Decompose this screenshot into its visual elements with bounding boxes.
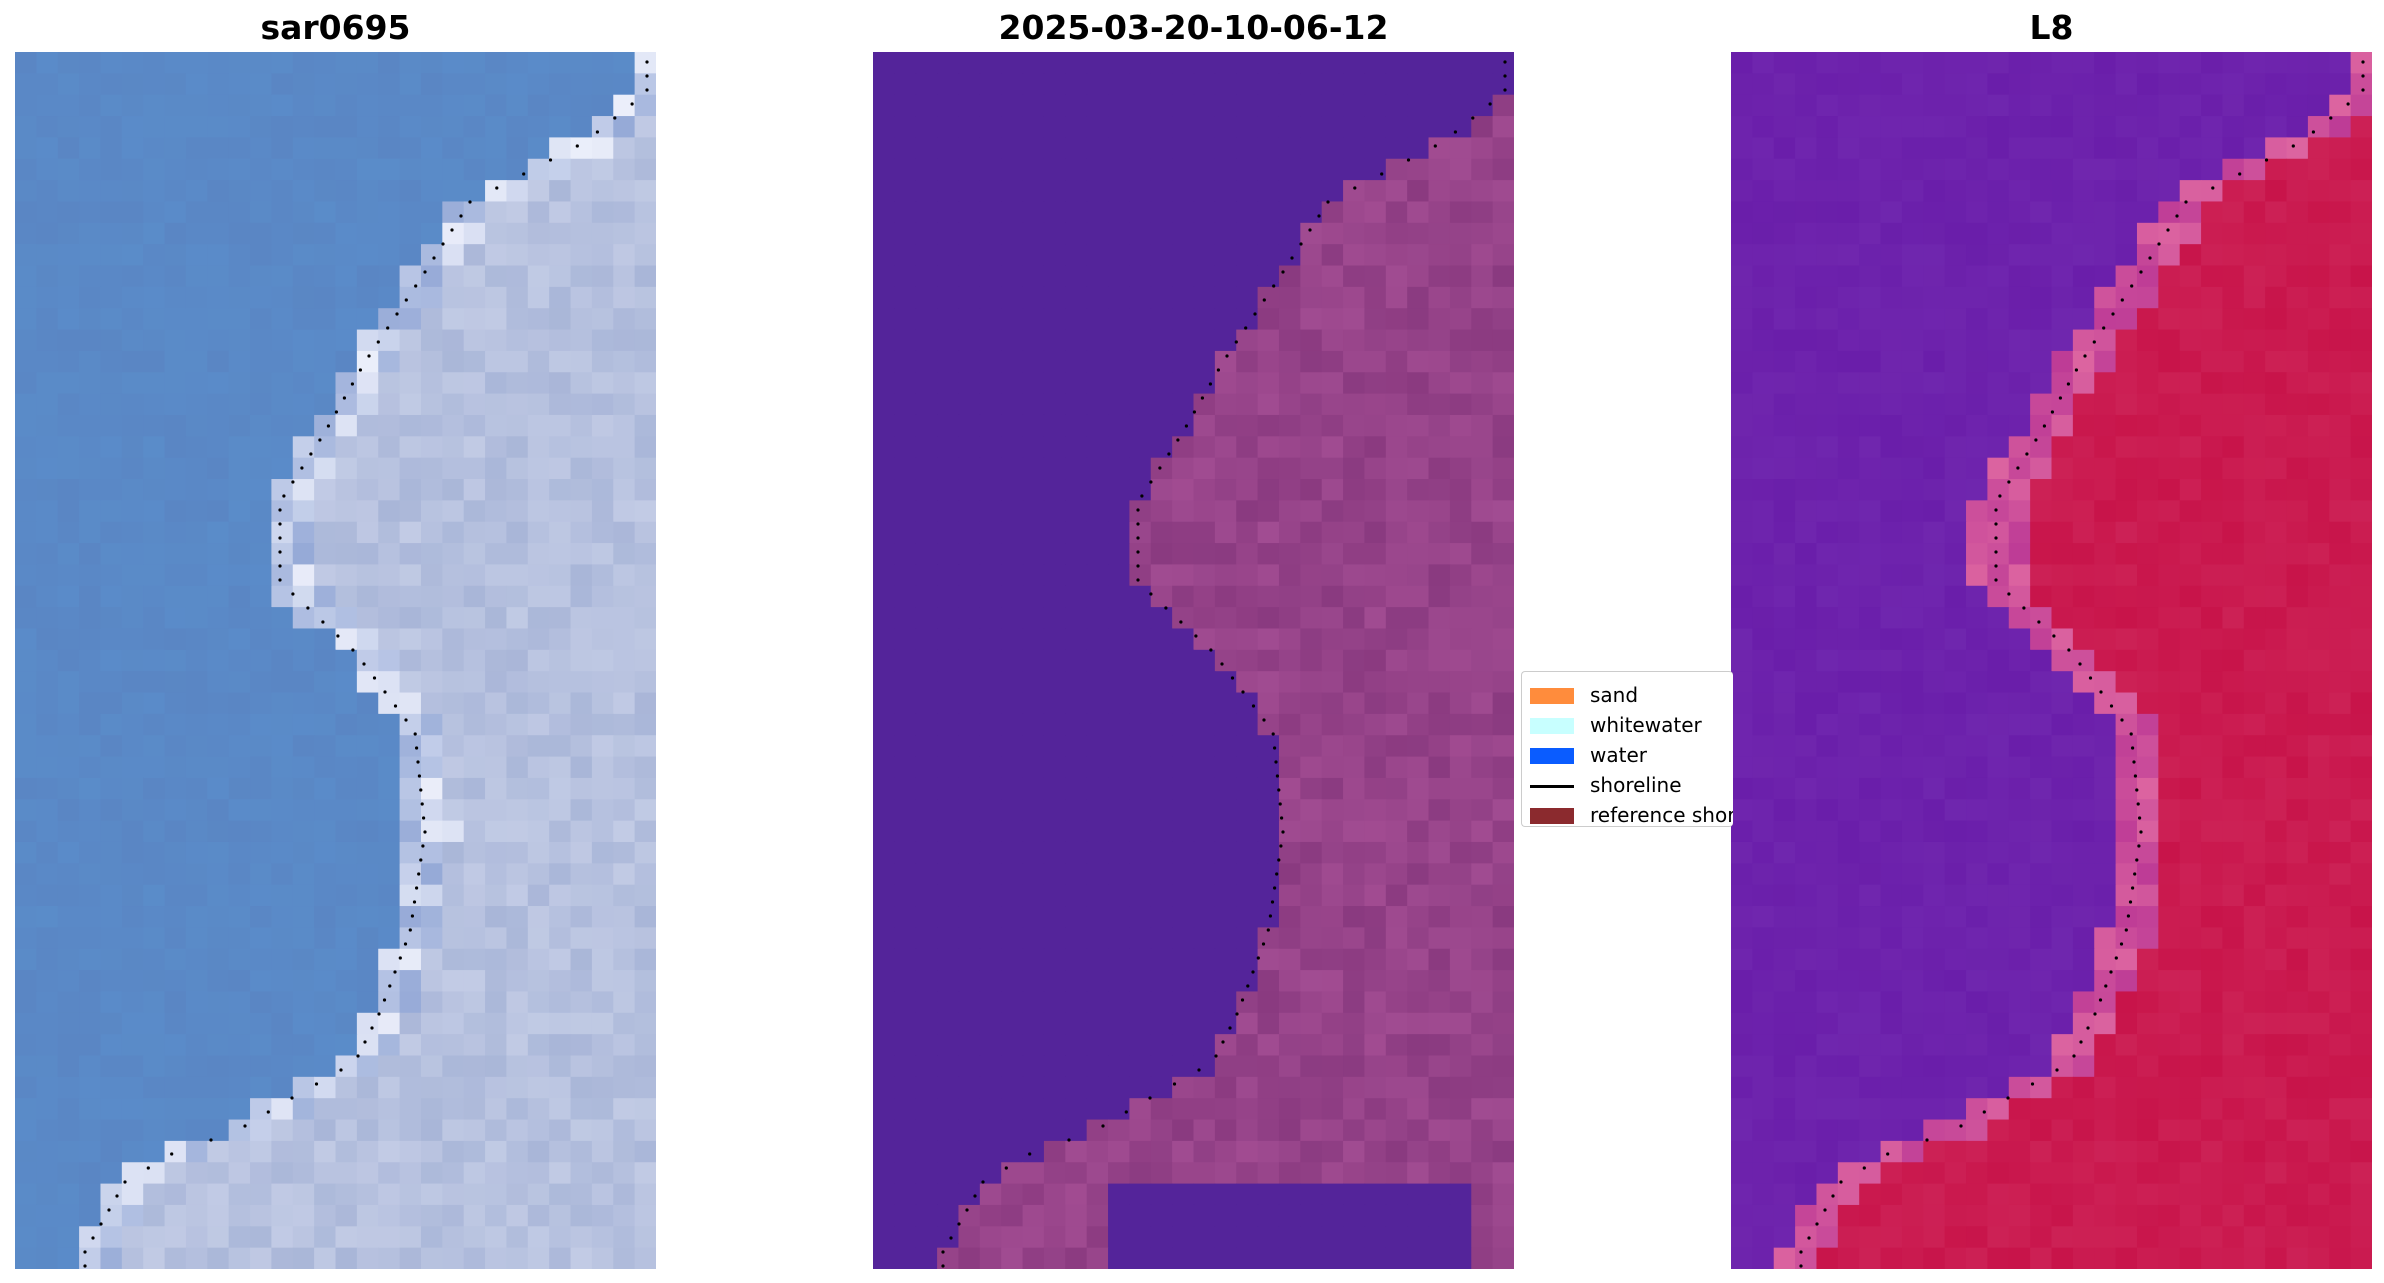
whitewater-swatch: [1530, 718, 1574, 734]
water-swatch: [1530, 748, 1574, 764]
legend-label: water: [1590, 743, 1647, 767]
legend: sand whitewater water shoreline referenc…: [1521, 671, 1733, 827]
panel-title-classified: 2025-03-20-10-06-12: [998, 8, 1389, 47]
panel-title-rgb: sar0695: [260, 8, 411, 47]
index-image: [1731, 52, 2372, 1269]
reference-shoreline-swatch: [1530, 808, 1574, 824]
index-image-panel: [1731, 52, 2372, 1269]
panel-title-index: L8: [2029, 8, 2074, 47]
rgb-image: [15, 52, 656, 1269]
classified-image-panel: [873, 52, 1514, 1269]
legend-item-whitewater: whitewater: [1522, 710, 1733, 740]
legend-item-water: water: [1522, 740, 1733, 770]
rgb-image-panel: [15, 52, 656, 1269]
legend-label: reference shoreline: [1590, 803, 1733, 827]
legend-item-shoreline: shoreline: [1522, 770, 1733, 800]
legend-item-sand: sand: [1522, 680, 1733, 710]
legend-item-reference-shoreline: reference shoreline: [1522, 800, 1733, 827]
sand-swatch: [1530, 688, 1574, 704]
legend-label: whitewater: [1590, 713, 1702, 737]
legend-label: sand: [1590, 683, 1639, 707]
legend-label: shoreline: [1590, 773, 1682, 797]
shoreline-line-swatch: [1530, 785, 1574, 788]
classified-image: [873, 52, 1514, 1269]
